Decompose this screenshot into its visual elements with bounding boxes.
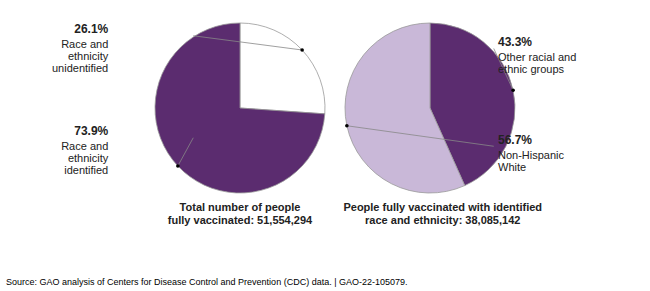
data-label: 43.3%: [498, 35, 532, 49]
text-line: Race and: [61, 140, 108, 152]
chart-title: People fully vaccinated with identifiedr…: [343, 201, 542, 226]
category-label: Non-HispanicWhite: [498, 149, 565, 173]
text-line: People fully vaccinated with identified: [343, 201, 542, 213]
leader-dot: [345, 124, 349, 128]
text-line: unidentified: [52, 62, 108, 74]
text-line: race and ethnicity: 38,085,142: [365, 214, 520, 226]
leader-line: [193, 36, 302, 50]
pie-slice: [345, 23, 465, 193]
data-label: 56.7%: [498, 133, 532, 147]
slices: [155, 23, 325, 193]
leader-dot: [511, 88, 515, 92]
text-line: fully vaccinated: 51,554,294: [168, 214, 313, 226]
text-line: ethnic groups: [498, 63, 565, 75]
pie-slice: [155, 23, 325, 193]
pie-chart: 43.3% Other racial andethnic groups 56.7% N…: [345, 23, 576, 193]
text-line: Race and: [61, 38, 108, 50]
text-line: ethnicity: [68, 152, 109, 164]
category-label: Race andethnicityidentified: [61, 140, 109, 176]
leader-line: [178, 138, 193, 166]
text-line: Total number of people: [180, 201, 301, 213]
text-line: Other racial and: [498, 51, 576, 63]
leader-line: [347, 126, 494, 146]
leader-dot: [176, 164, 180, 168]
slices: [345, 23, 515, 193]
text-line: Non-Hispanic: [498, 149, 565, 161]
text-line: ethnicity: [68, 50, 109, 62]
pie-slice: [240, 23, 325, 114]
category-label: Other racial andethnic groups: [498, 51, 576, 75]
pie-chart: 26.1%Race andethnicityunidentified73.9%R…: [52, 22, 325, 193]
chart: 26.1%Race andethnicityunidentified73.9%R…: [0, 0, 650, 291]
text-line: White: [498, 161, 526, 173]
text-line: identified: [64, 164, 108, 176]
category-label: Race andethnicityunidentified: [52, 38, 109, 74]
data-label: 26.1%: [74, 22, 108, 36]
annotation: Source: GAO analysis of Centers for Dise…: [6, 277, 408, 287]
data-label: 73.9%: [74, 124, 108, 138]
chart-title: Total number of peoplefully vaccinated: …: [168, 201, 313, 226]
leader-dot: [300, 48, 304, 52]
